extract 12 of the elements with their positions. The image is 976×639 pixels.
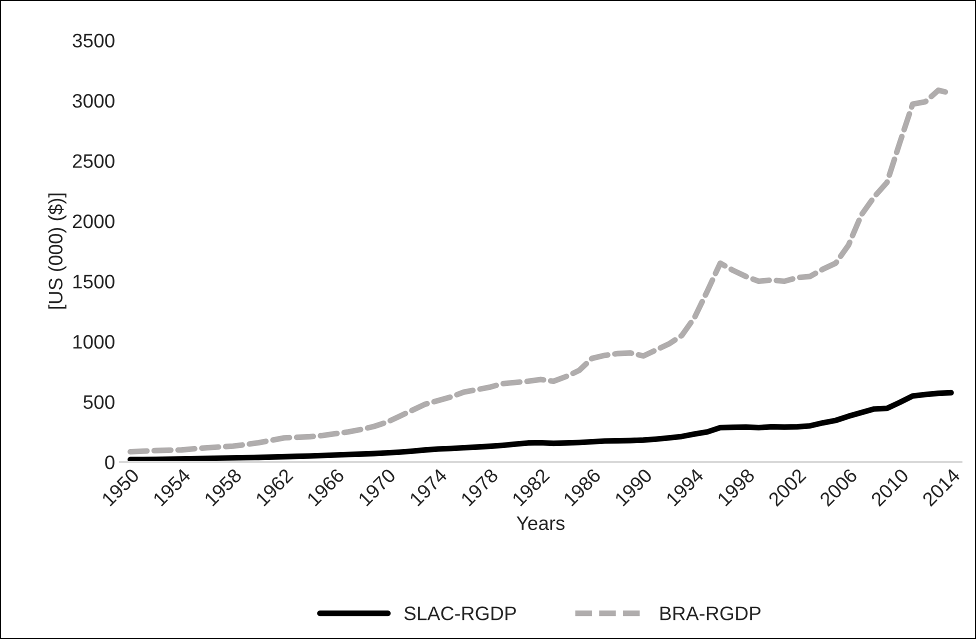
y-tick-label: 0 <box>105 455 114 470</box>
y-tick-label: 1500 <box>73 274 114 288</box>
legend-label: BRA-RGDP <box>660 606 760 620</box>
y-tick-label: 2000 <box>72 214 114 228</box>
y-tick-label: 1000 <box>73 334 114 349</box>
y-tick-label: 500 <box>84 395 114 409</box>
x-axis-title: Years <box>516 516 565 530</box>
legend-label: SLAC-RGDP <box>404 606 516 620</box>
y-axis-title: [US (000) ($)] <box>48 194 66 309</box>
y-tick-label: 2500 <box>72 154 114 168</box>
y-tick-label: 3500 <box>72 34 114 48</box>
y-tick-label: 3000 <box>72 94 114 108</box>
